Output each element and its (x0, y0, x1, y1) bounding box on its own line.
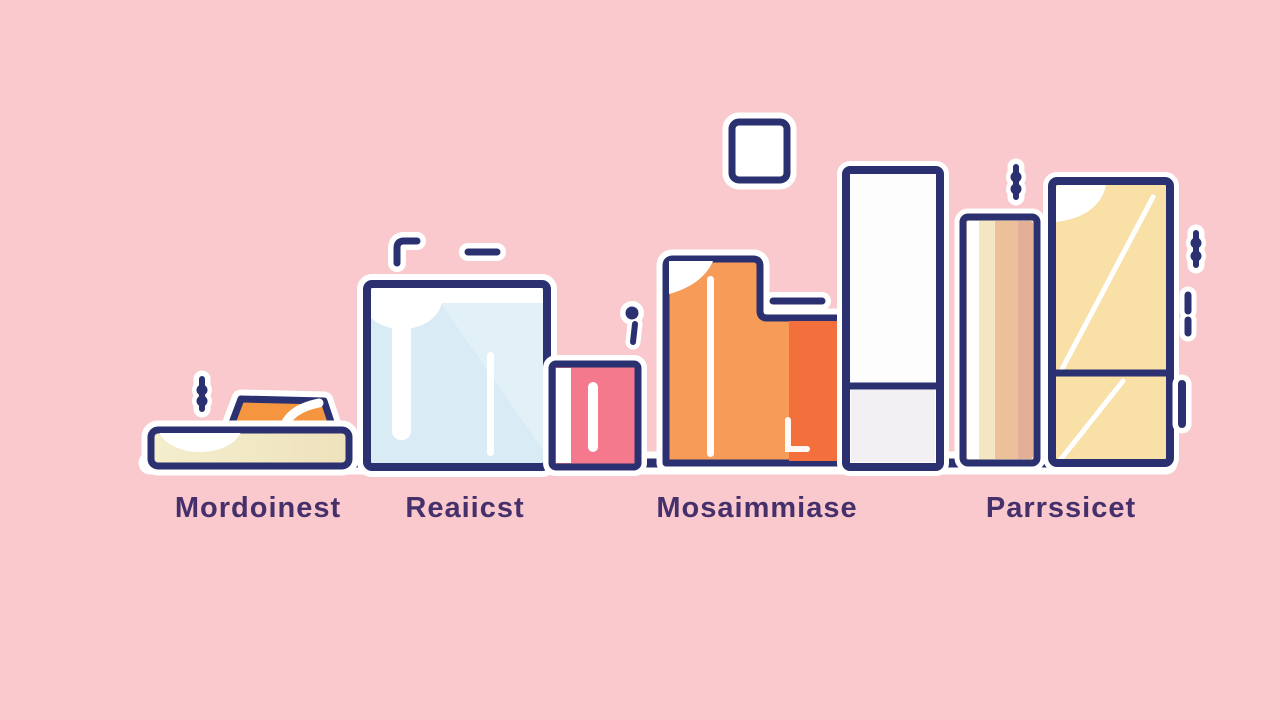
tall-white-bar (837, 161, 949, 476)
category-label-4: Parrssicet (985, 492, 1137, 524)
cream-yellow-bar (1043, 172, 1179, 472)
pink-bar (543, 355, 647, 476)
squiggle-icon-left (192, 370, 212, 418)
group-4-bars (954, 158, 1206, 472)
light-blue-bar (357, 274, 557, 477)
group-3-bars (656, 112, 949, 476)
striped-tan-bar (954, 208, 1046, 472)
category-label-3: Mosaimmiase (656, 492, 858, 524)
squiggle-icon-mid (1006, 158, 1026, 206)
group-2-bars (357, 232, 647, 477)
apostrophe-squiggle-icon (620, 301, 644, 350)
cream-base-bar (141, 420, 359, 476)
group-1-bars (141, 370, 359, 476)
category-label-2: Reaiicst (405, 492, 525, 524)
squiggle-icon-right (1186, 224, 1206, 274)
square-outline-icon (722, 112, 797, 190)
corner-bracket-icon (388, 232, 426, 272)
category-label-1: Mordoinest (174, 492, 342, 524)
orange-stepped-block (656, 249, 853, 473)
